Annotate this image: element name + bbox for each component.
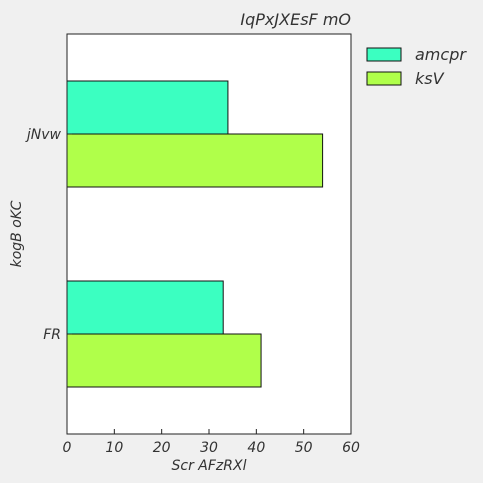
x-tick-label: 60 — [342, 440, 360, 456]
x-axis-label: Scr AFzRXl — [172, 458, 247, 474]
bars-group — [66, 80, 324, 388]
bar-amcpr-jNvw — [66, 80, 229, 135]
chart-title: IqPxJXEsF mO — [240, 10, 351, 29]
bar-ksV-FR — [66, 333, 262, 388]
x-tick-label: 0 — [63, 440, 72, 456]
legend-swatch-amcpr — [366, 47, 402, 62]
x-tick-label: 20 — [153, 440, 171, 456]
legend-label-amcpr: amcpr — [415, 45, 467, 64]
x-axis-ticks: 0 10 20 30 40 50 60 — [63, 429, 360, 456]
y-tick-label: jNvw — [25, 127, 62, 143]
y-axis-label: kogB oKC — [9, 200, 25, 267]
y-axis-ticks: jNvw FR — [25, 127, 72, 343]
legend: amcpr ksV — [366, 45, 467, 88]
bar-ksV-jNvw — [66, 133, 324, 188]
bar-amcpr-FR — [66, 280, 224, 335]
y-tick-label: FR — [43, 327, 61, 343]
x-tick-label: 10 — [105, 440, 123, 456]
x-tick-label: 40 — [247, 440, 265, 456]
legend-label-ksV: ksV — [415, 69, 445, 88]
x-tick-label: 50 — [295, 440, 313, 456]
legend-swatch-ksV — [366, 71, 402, 86]
x-tick-label: 30 — [200, 440, 218, 456]
